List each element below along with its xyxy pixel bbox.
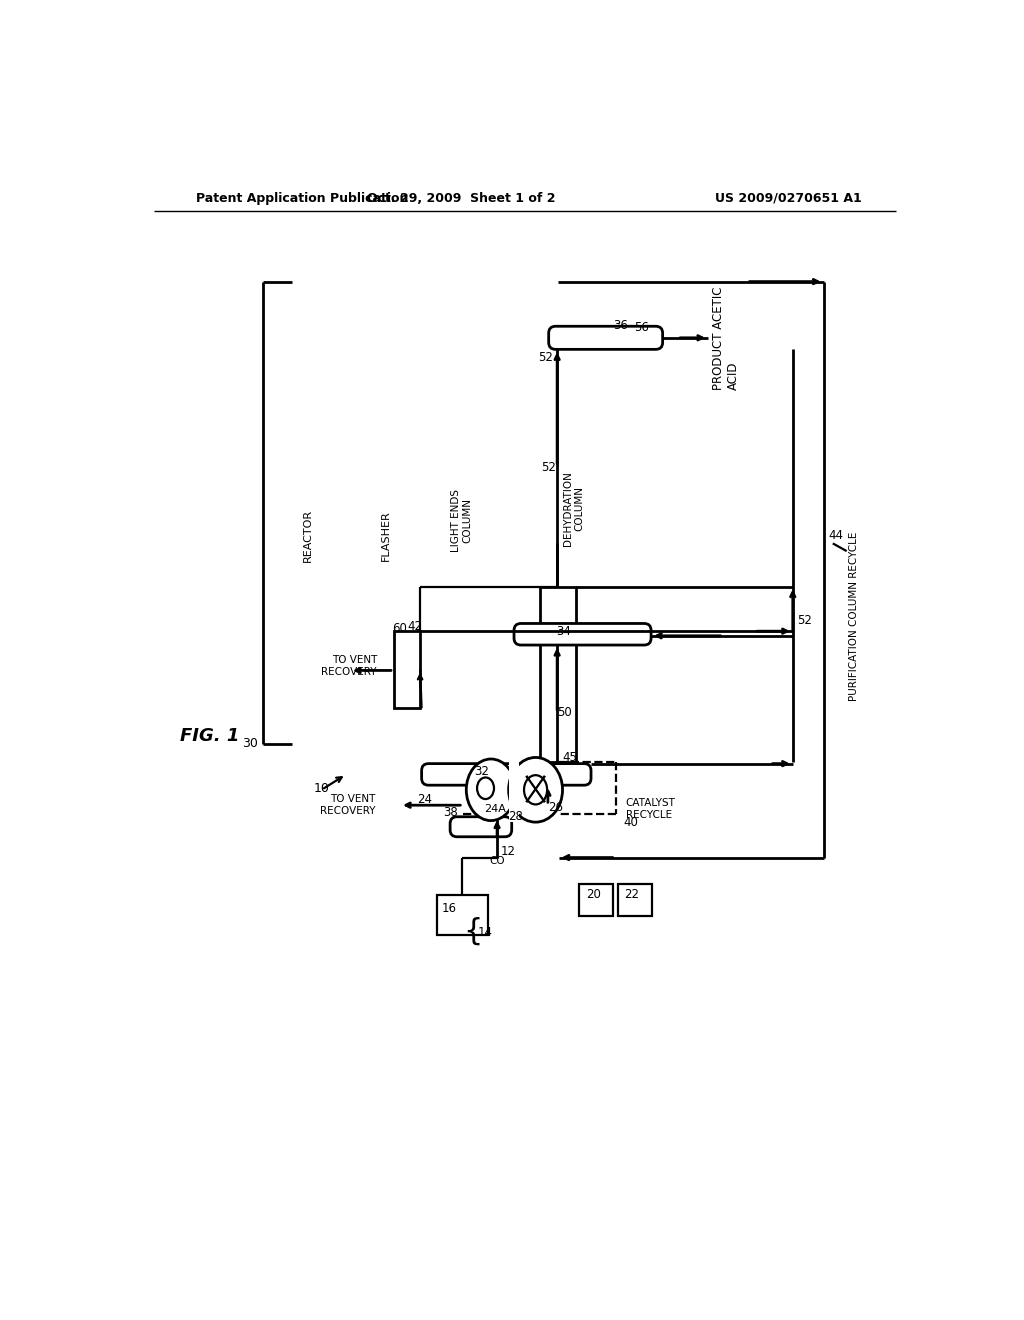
Text: FLASHER: FLASHER xyxy=(381,511,391,561)
Text: {: { xyxy=(463,916,482,945)
Text: 12: 12 xyxy=(501,845,515,858)
Text: 40: 40 xyxy=(624,816,639,829)
Ellipse shape xyxy=(524,775,547,804)
FancyBboxPatch shape xyxy=(549,326,663,350)
Ellipse shape xyxy=(509,758,562,822)
FancyBboxPatch shape xyxy=(451,817,512,837)
Text: 36: 36 xyxy=(612,319,628,333)
Text: 52: 52 xyxy=(538,351,553,363)
Text: 44: 44 xyxy=(828,529,844,543)
Text: Patent Application Publication: Patent Application Publication xyxy=(196,191,409,205)
Ellipse shape xyxy=(466,759,515,821)
Text: LIGHT ENDS
COLUMN: LIGHT ENDS COLUMN xyxy=(451,488,472,552)
Text: 20: 20 xyxy=(586,888,601,902)
Text: DEHYDRATION
COLUMN: DEHYDRATION COLUMN xyxy=(562,471,584,546)
Text: CATALYST
RECYCLE: CATALYST RECYCLE xyxy=(626,799,676,820)
Text: 50: 50 xyxy=(557,706,571,719)
Text: FIG. 1: FIG. 1 xyxy=(180,727,240,744)
Text: PURIFICATION COLUMN RECYCLE: PURIFICATION COLUMN RECYCLE xyxy=(849,532,859,701)
Text: TO VENT
RECOVERY: TO VENT RECOVERY xyxy=(319,795,376,816)
Text: 26: 26 xyxy=(548,801,563,814)
Text: 52: 52 xyxy=(797,614,812,627)
Text: 14: 14 xyxy=(478,925,493,939)
Text: 10: 10 xyxy=(313,781,330,795)
Text: 60: 60 xyxy=(392,622,408,635)
Text: 56: 56 xyxy=(635,321,649,334)
Text: 38: 38 xyxy=(443,807,459,820)
Bar xyxy=(437,895,487,935)
Text: REACTOR: REACTOR xyxy=(303,510,312,562)
Text: 16: 16 xyxy=(441,902,457,915)
Text: 52: 52 xyxy=(542,462,556,474)
Text: PRODUCT ACETIC
ACID: PRODUCT ACETIC ACID xyxy=(712,286,740,389)
Bar xyxy=(580,884,613,916)
Text: 30: 30 xyxy=(242,737,258,750)
Bar xyxy=(617,884,652,916)
Bar xyxy=(394,631,420,708)
Text: 45: 45 xyxy=(562,751,577,764)
FancyBboxPatch shape xyxy=(422,763,591,785)
Text: 42: 42 xyxy=(408,620,423,634)
Bar xyxy=(509,758,518,822)
Text: 24A: 24A xyxy=(484,804,507,814)
Text: 24: 24 xyxy=(417,793,432,807)
Text: 22: 22 xyxy=(625,888,639,902)
Text: 34: 34 xyxy=(556,624,571,638)
Text: US 2009/0270651 A1: US 2009/0270651 A1 xyxy=(716,191,862,205)
Text: 28: 28 xyxy=(508,810,523,824)
Text: 32: 32 xyxy=(474,764,489,777)
Text: Oct. 29, 2009  Sheet 1 of 2: Oct. 29, 2009 Sheet 1 of 2 xyxy=(368,191,556,205)
Text: CO: CO xyxy=(489,857,505,866)
Bar xyxy=(541,586,575,762)
Text: TO VENT
RECOVERY: TO VENT RECOVERY xyxy=(322,655,377,677)
Ellipse shape xyxy=(477,777,494,799)
FancyBboxPatch shape xyxy=(514,623,651,645)
